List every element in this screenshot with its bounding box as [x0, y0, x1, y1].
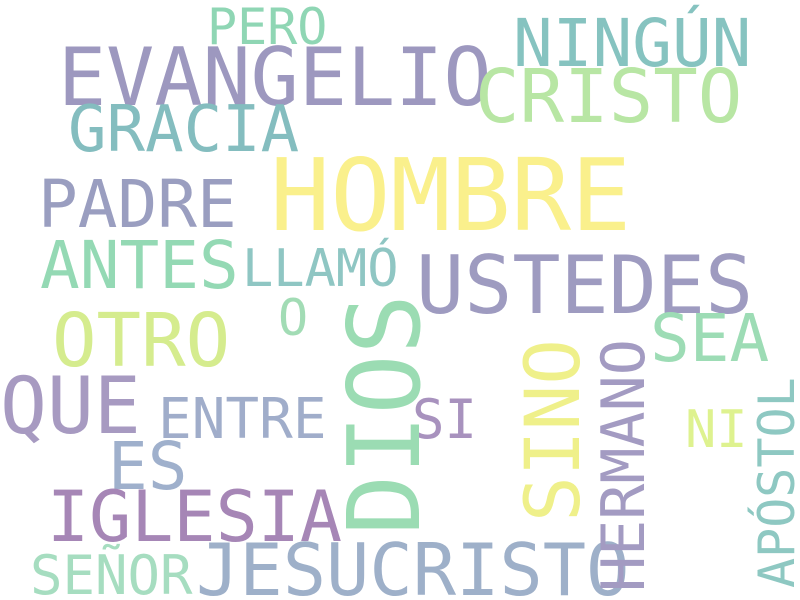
word-evangelio: EVANGELIO	[58, 31, 492, 124]
word-senor: SEÑOR	[30, 544, 193, 600]
word-ni: NI	[685, 400, 748, 460]
word-llamo: LLAMÓ	[242, 239, 399, 299]
word-hombre: HOMBRE	[270, 137, 632, 254]
word-ustedes: USTEDES	[416, 239, 754, 332]
word-jesucristo: JESUCRISTO	[196, 528, 630, 600]
word-cristo: CRISTO	[475, 54, 743, 140]
word-iglesia: IGLESIA	[47, 476, 343, 558]
word-ningun: NINGÚN	[513, 5, 752, 82]
word-si: SI	[412, 388, 478, 451]
word-o: O	[278, 289, 309, 347]
word-padre: PADRE	[38, 166, 237, 243]
word-que: QUE	[0, 362, 141, 452]
word-sino: SINO	[508, 338, 597, 522]
word-apostol: APÓSTOL	[748, 377, 800, 588]
word-gracia: GRACIA	[68, 93, 300, 167]
word-hermano: HERMANO	[589, 339, 659, 592]
word-sea: SEA	[650, 300, 770, 377]
word-dios: DIOS	[326, 294, 443, 535]
word-antes: ANTES	[40, 227, 239, 304]
word-es: ES	[108, 428, 188, 505]
word-pero: PERO	[207, 0, 328, 56]
word-entre: ENTRE	[158, 387, 327, 452]
word-otro: OTRO	[52, 298, 231, 384]
